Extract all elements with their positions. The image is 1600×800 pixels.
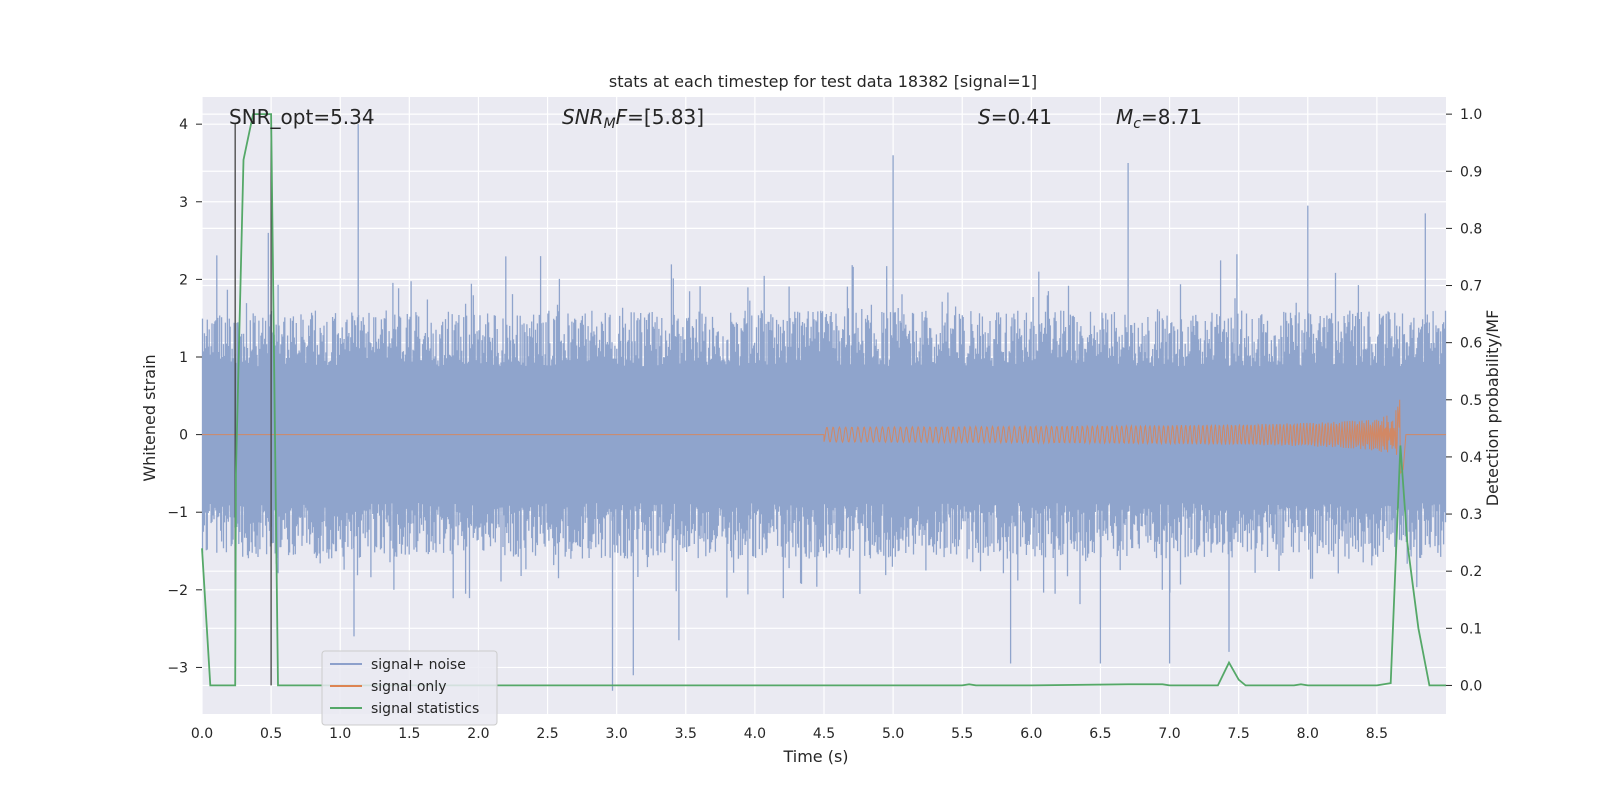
y-left-tick-label: −2 (167, 583, 188, 599)
snr-mf-value: =[5.83] (627, 105, 704, 129)
y-left-axis-label: Whitened strain (140, 354, 159, 481)
x-tick-label: 2.0 (467, 726, 489, 742)
y-left-tick-label: 3 (179, 195, 188, 211)
y-right-tick-label: 0.2 (1460, 564, 1482, 580)
x-tick-label: 4.0 (744, 726, 766, 742)
x-tick-label: 1.0 (329, 726, 351, 742)
x-tick-label: 0.5 (260, 726, 282, 742)
snr-mf-var2: F (616, 105, 628, 129)
x-tick-label: 8.5 (1366, 726, 1388, 742)
x-tick-label: 6.5 (1089, 726, 1111, 742)
x-tick-label: 7.0 (1158, 726, 1180, 742)
y-left-tick-label: 1 (179, 350, 188, 366)
y-left-tick-label: −1 (167, 505, 188, 521)
x-tick-label: 6.0 (1020, 726, 1042, 742)
y-right-tick-label: 0.9 (1460, 164, 1482, 180)
x-tick-label: 2.5 (536, 726, 558, 742)
y-left-tick-label: −3 (167, 660, 188, 676)
x-tick-label: 3.5 (675, 726, 697, 742)
mc-sub: c (1133, 116, 1141, 132)
x-tick-label: 4.5 (813, 726, 835, 742)
y-left-tick-label: 4 (179, 117, 188, 133)
snr-mf-sub: M (604, 116, 616, 132)
mc-var: M (1116, 105, 1133, 129)
signal-trace (202, 399, 1447, 475)
y-right-tick-label: 0.5 (1460, 393, 1482, 409)
x-axis-label: Time (s) (782, 747, 848, 766)
stats-series (201, 113, 1446, 687)
y-right-tick-label: 0.4 (1460, 450, 1482, 466)
x-tick-label: 5.0 (882, 726, 904, 742)
annotation-mc: Mc=8.71 (1116, 105, 1202, 132)
y-right-tick-label: 0.8 (1460, 221, 1482, 237)
x-tick-label: 5.5 (951, 726, 973, 742)
y-left-tick-label: 0 (179, 428, 188, 444)
y-right-tick-label: 0.7 (1460, 279, 1482, 295)
x-tick-label: 0.0 (191, 726, 213, 742)
chart-title: stats at each timestep for test data 183… (609, 72, 1037, 91)
y-right-tick-label: 0.0 (1460, 678, 1482, 694)
y-right-tick-label: 0.3 (1460, 507, 1482, 523)
mc-value: =8.71 (1141, 105, 1202, 129)
legend-box (321, 650, 498, 726)
y-right-tick-label: 0.1 (1460, 621, 1482, 637)
y-left-tick-label: 2 (179, 272, 188, 288)
legend-label-noise: signal+ noise (371, 657, 466, 673)
stats-trace (201, 113, 1446, 687)
legend-label-signal: signal only (371, 679, 446, 695)
s-value: =0.41 (991, 105, 1052, 129)
noise-trace (201, 124, 1447, 691)
signal-series (202, 399, 1447, 475)
legend: signal+ noise signal only signal statist… (321, 650, 498, 726)
snr-mf-var: SNR (562, 105, 604, 129)
s-var: S (978, 105, 991, 129)
ticks: 0.0 0.5 1.0 1.5 2.0 2.5 3.0 3.5 4.0 4.5 5.0 5.5 6.0 6… (167, 107, 1482, 742)
annotation-s: S=0.41 (978, 105, 1052, 129)
x-tick-label: 8.0 (1297, 726, 1319, 742)
y-right-axis-label: Detection probability/MF (1483, 310, 1502, 507)
x-tick-label: 1.5 (398, 726, 420, 742)
annotation-snr-opt: SNR_opt=5.34 (229, 105, 375, 129)
y-right-tick-label: 0.6 (1460, 336, 1482, 352)
y-right-tick-label: 1.0 (1460, 107, 1482, 123)
x-tick-label: 3.0 (606, 726, 628, 742)
annotation-snr-mf: SNRMF=[5.83] (562, 105, 704, 132)
x-tick-label: 7.5 (1228, 726, 1250, 742)
legend-label-stats: signal statistics (371, 701, 479, 717)
